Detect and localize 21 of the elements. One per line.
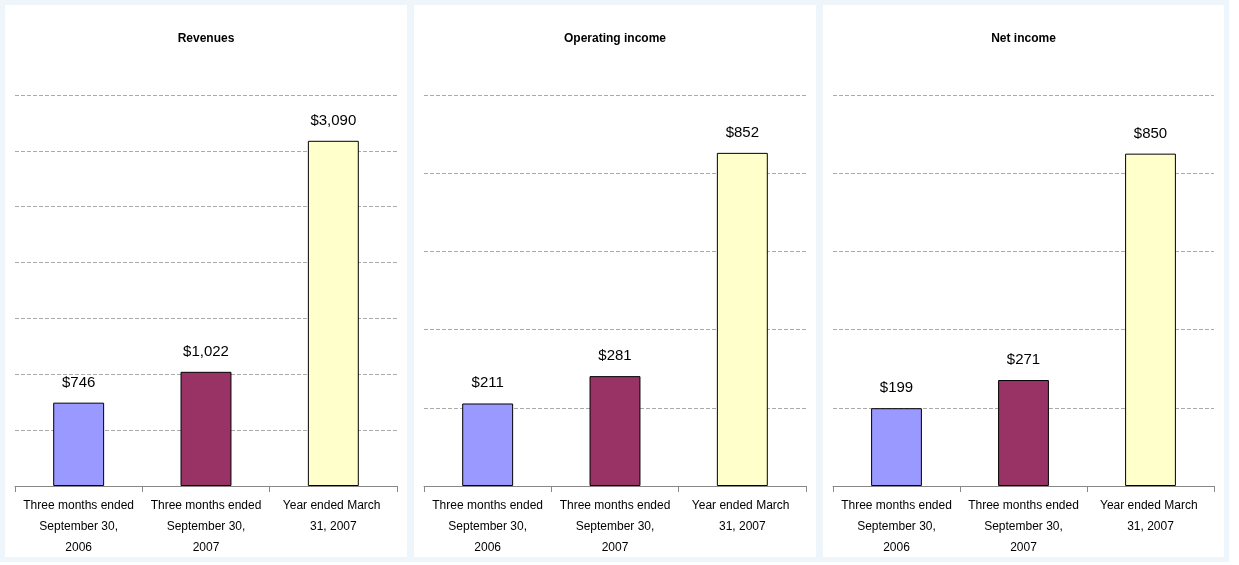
x-tick-label: Three months ended September 30, 2006: [23, 497, 135, 554]
x-tick-label: Year ended March 31, 2007: [282, 497, 384, 533]
x-tick-label: Three months ended September 30, 2006: [841, 497, 952, 554]
data-label: $271: [1006, 350, 1041, 368]
x-tick-label: Three months ended September 30, 2006: [432, 497, 544, 554]
data-label: $852: [725, 122, 760, 140]
data-label: $199: [879, 378, 914, 396]
data-label: $211: [471, 373, 504, 391]
x-tick-label: Year ended March 31, 2007: [1100, 497, 1201, 533]
chart-title: Net income: [991, 31, 1057, 45]
chart-title: Revenues: [177, 31, 235, 45]
data-label: $850: [1133, 123, 1168, 141]
x-tick-label: Year ended March 31, 2007: [691, 497, 793, 533]
data-label: $3,090: [310, 110, 357, 128]
chart-title: Operating income: [563, 31, 667, 45]
x-tick-label: Three months ended September 30, 2007: [968, 497, 1079, 554]
x-tick-label: Three months ended September 30, 2007: [150, 497, 262, 554]
x-tick-label: Three months ended September 30, 2007: [559, 497, 671, 554]
data-label: $281: [598, 346, 632, 364]
data-label: $746: [61, 372, 96, 390]
data-label: $1,022: [183, 341, 229, 359]
